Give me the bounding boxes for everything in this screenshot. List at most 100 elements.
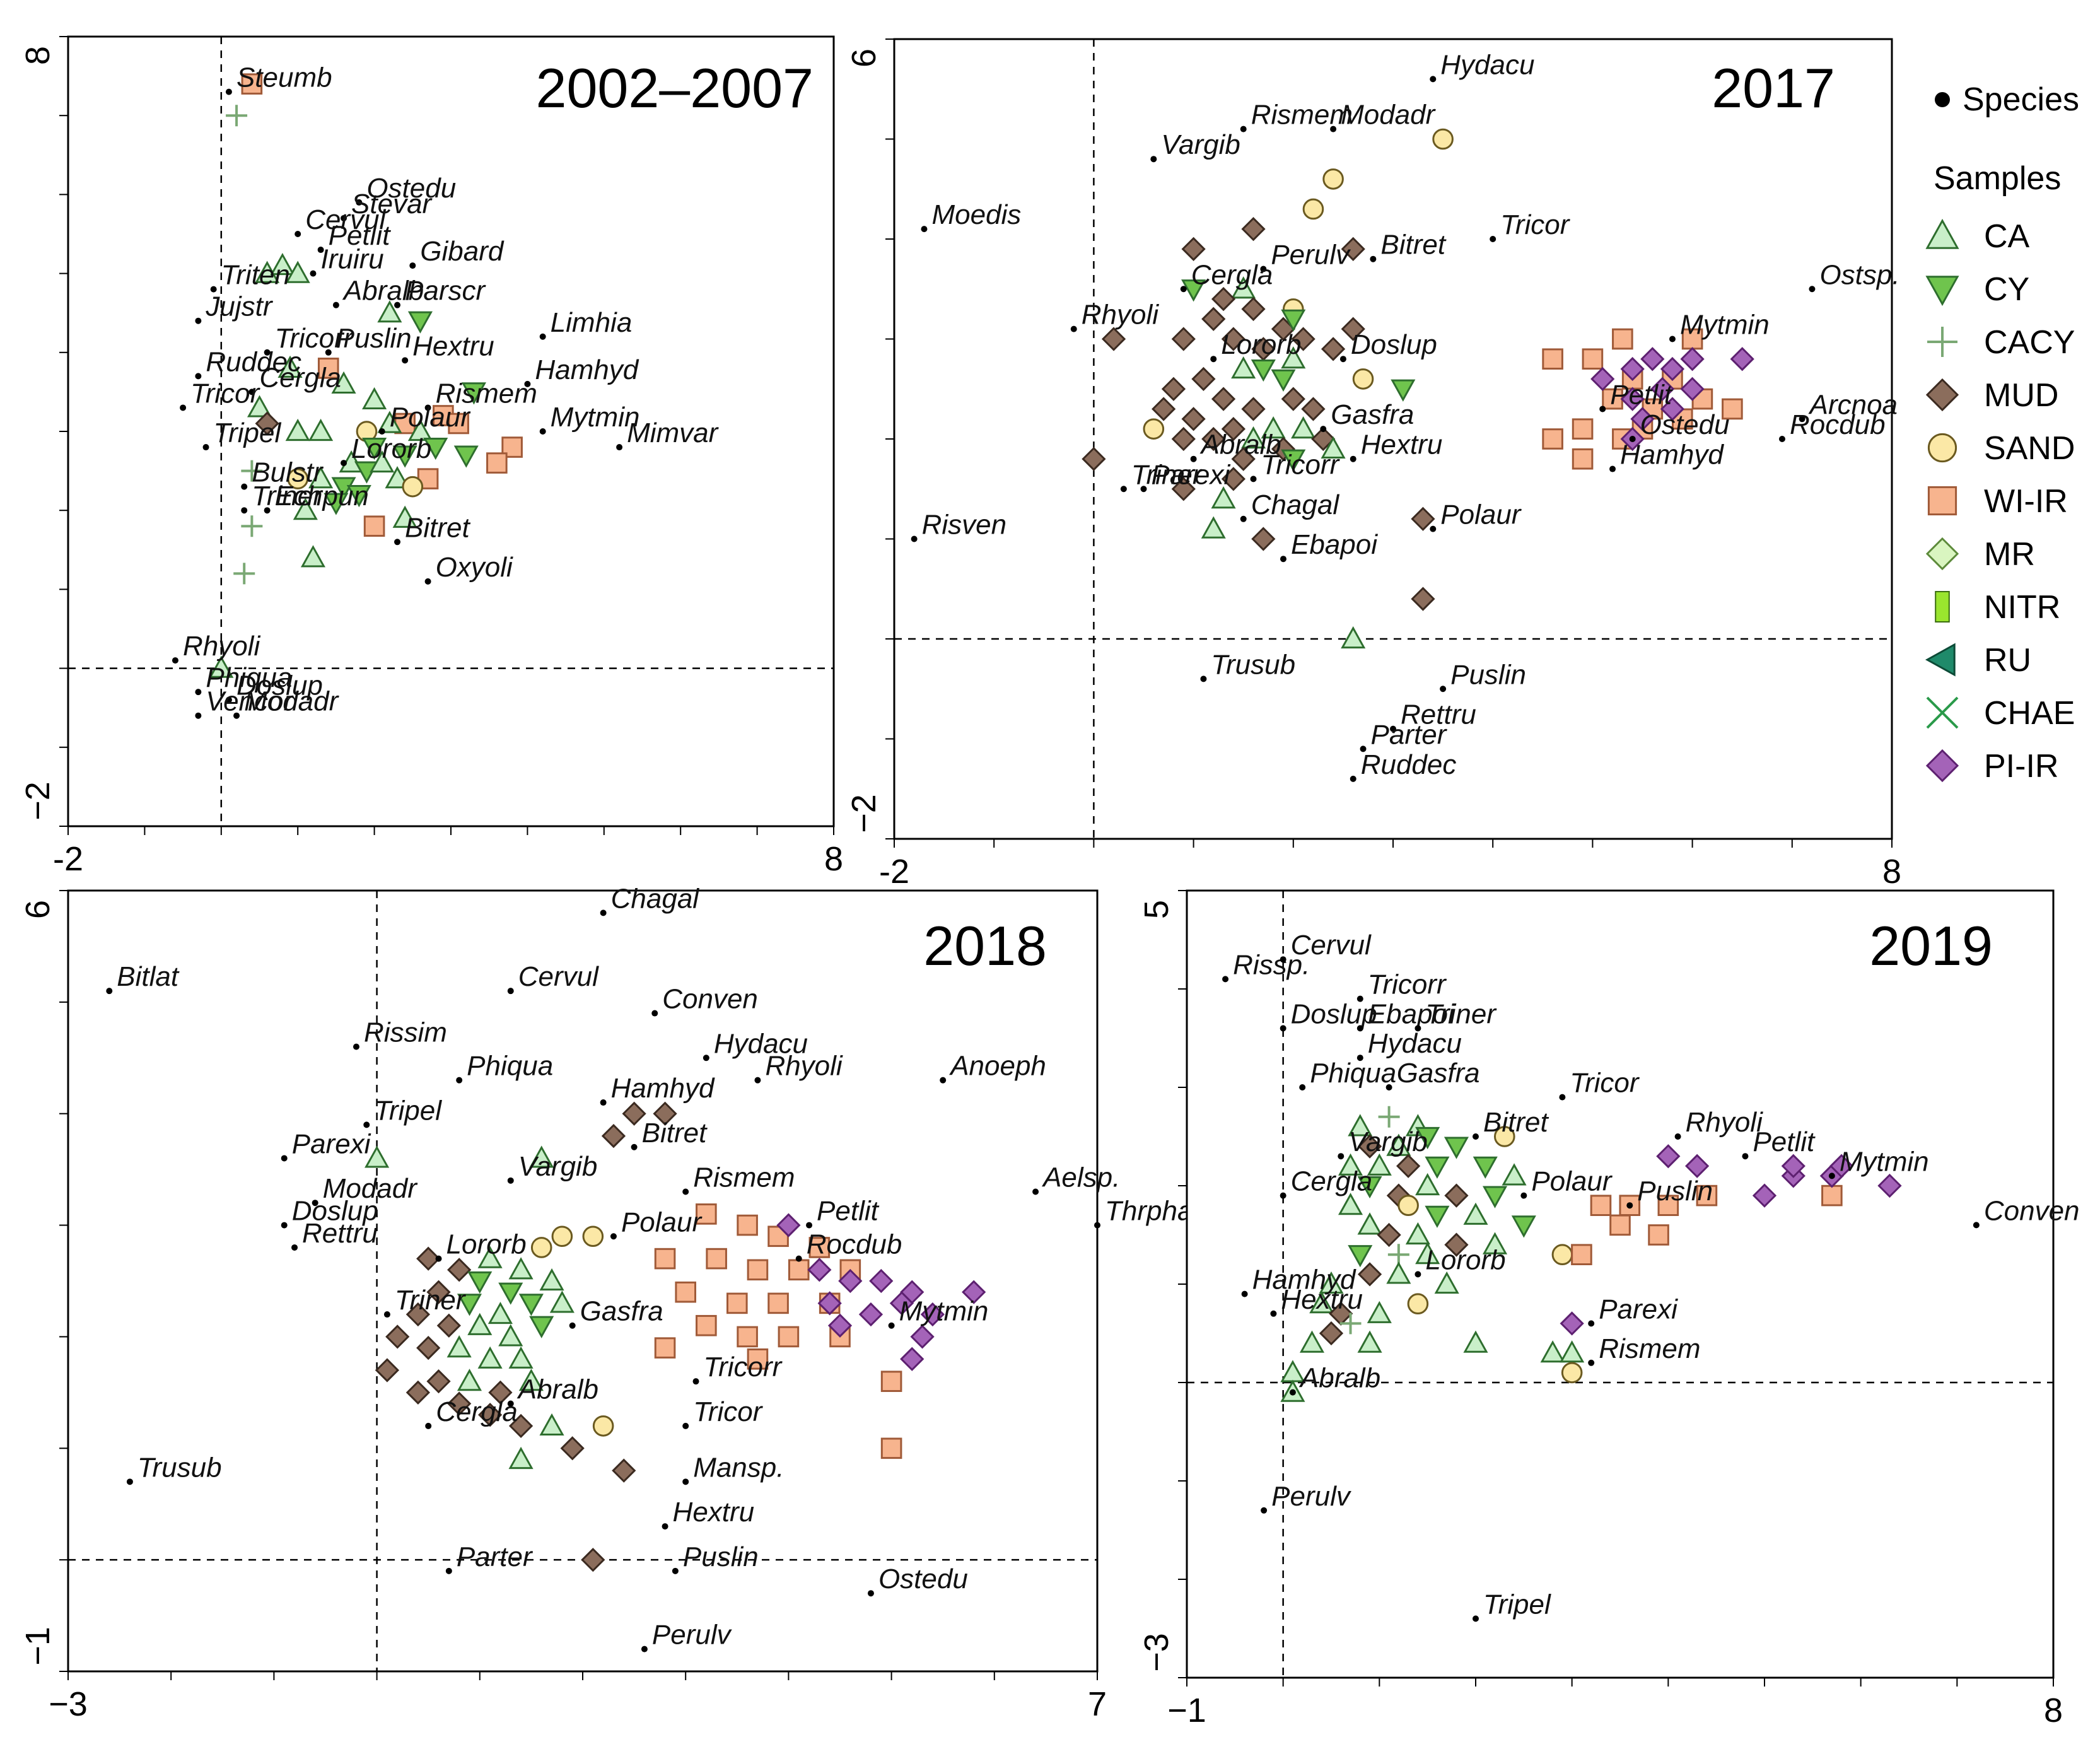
species-label: Hydacu bbox=[714, 1028, 808, 1059]
sample-wi-ir bbox=[486, 452, 508, 474]
y-min-label: −2 bbox=[845, 794, 883, 833]
sample-cy bbox=[1425, 1205, 1450, 1228]
sample-wi-ir bbox=[448, 412, 469, 435]
species-point bbox=[672, 1567, 679, 1574]
sample-wi-ir bbox=[654, 1337, 676, 1359]
sample-mud bbox=[1082, 447, 1106, 471]
sample-mud bbox=[255, 411, 279, 436]
species-label: Rocdub bbox=[1790, 409, 1886, 440]
species-point bbox=[1120, 486, 1127, 493]
species-label: Ruddec bbox=[1361, 749, 1457, 780]
species-point bbox=[1070, 325, 1077, 332]
species-label: Phiqua bbox=[467, 1051, 553, 1082]
species-label: Limhia bbox=[551, 307, 633, 338]
sample-mud bbox=[612, 1458, 636, 1483]
species-label: Lororb bbox=[351, 433, 431, 464]
species-label: Ebapoi bbox=[1291, 529, 1378, 560]
species-point bbox=[172, 657, 178, 664]
species-point bbox=[600, 1099, 607, 1106]
species-label: Moedis bbox=[931, 199, 1021, 230]
species-label: Rismem bbox=[693, 1162, 795, 1193]
species-label: Lororb bbox=[1425, 1244, 1505, 1275]
species-label: Gasfra bbox=[580, 1296, 663, 1327]
sample-mud bbox=[1181, 237, 1206, 261]
species-point bbox=[703, 1055, 709, 1061]
sample-ca bbox=[293, 498, 318, 520]
species-label: Hextru bbox=[673, 1497, 755, 1528]
species-label: Triner bbox=[1131, 459, 1203, 490]
sample-ca bbox=[377, 411, 402, 433]
legend-item-label: WI-IR bbox=[1984, 483, 2068, 520]
sample-wi-ir bbox=[726, 1292, 748, 1314]
sample-cacy bbox=[1378, 1106, 1400, 1128]
legend-marker-nitr bbox=[1935, 591, 1950, 623]
sample-ca bbox=[365, 1145, 390, 1168]
species-point bbox=[424, 404, 431, 411]
sample-wi-ir bbox=[1542, 348, 1563, 370]
species-point bbox=[341, 214, 347, 221]
species-point bbox=[1415, 1271, 1421, 1278]
species-label: Mansp. bbox=[693, 1452, 784, 1483]
species-point bbox=[1599, 406, 1606, 412]
sample-mud bbox=[1396, 1154, 1421, 1178]
sample-cacy bbox=[241, 460, 263, 482]
sample-sand bbox=[1143, 418, 1165, 440]
species-point bbox=[356, 199, 363, 206]
species-point bbox=[1299, 1084, 1306, 1090]
species-point bbox=[325, 349, 332, 356]
panel-2018: −3 7 6 −1 2018 Chagal Bitlat Cervul Conven Rissim… bbox=[19, 883, 1193, 1723]
species-point bbox=[341, 460, 347, 467]
sample-ca bbox=[308, 418, 334, 441]
sample-cy bbox=[1357, 1176, 1382, 1199]
sample-ca bbox=[1281, 346, 1306, 369]
sample-mud bbox=[426, 1280, 451, 1304]
sample-pi-ir bbox=[1660, 356, 1685, 382]
sample-pi-ir bbox=[1730, 347, 1754, 371]
sample-mud bbox=[1444, 1183, 1469, 1208]
species-point bbox=[225, 696, 232, 703]
y-max-label: 6 bbox=[19, 900, 57, 919]
species-point bbox=[233, 712, 240, 719]
sample-mud bbox=[1281, 387, 1305, 411]
species-label: Mytmin bbox=[899, 1296, 989, 1327]
species-point bbox=[1240, 126, 1247, 132]
species-label: Triner bbox=[252, 481, 324, 512]
sample-ca bbox=[1357, 1330, 1382, 1353]
species-label: Lororb bbox=[446, 1229, 527, 1260]
sample-mud bbox=[1221, 467, 1246, 491]
species-point bbox=[1626, 1202, 1633, 1209]
species-point bbox=[1210, 356, 1217, 363]
species-label: Mytmin bbox=[1680, 310, 1770, 341]
legend-marker-cacy bbox=[1927, 327, 1957, 357]
sample-ca bbox=[508, 1257, 534, 1280]
species-point bbox=[456, 1077, 463, 1084]
species-label: Jujstr bbox=[205, 291, 273, 322]
sample-mud bbox=[1171, 426, 1196, 452]
species-label: Triten bbox=[221, 260, 290, 291]
species-label: Bulstr bbox=[252, 457, 324, 488]
x-max-label: 7 bbox=[1088, 1685, 1107, 1723]
species-label: Tricorr bbox=[704, 1352, 783, 1383]
species-label: Anoeph bbox=[948, 1051, 1046, 1082]
sample-pi-ir bbox=[962, 1280, 986, 1304]
species-point bbox=[610, 1233, 617, 1240]
sample-wi-ir bbox=[1609, 1214, 1631, 1236]
species-point bbox=[402, 357, 409, 364]
species-label: Gasfra bbox=[1397, 1058, 1480, 1089]
sample-pi-ir bbox=[1685, 1154, 1710, 1178]
sample-ca bbox=[331, 371, 356, 394]
sample-mud bbox=[581, 1548, 605, 1572]
species-label: Bitret bbox=[1483, 1107, 1549, 1138]
species-point bbox=[1280, 1025, 1286, 1032]
sample-sand bbox=[592, 1415, 614, 1437]
species-point bbox=[126, 1478, 133, 1485]
sample-cy bbox=[362, 437, 387, 460]
species-point bbox=[1828, 1172, 1835, 1179]
species-label: Modadr bbox=[1341, 100, 1437, 131]
plot-frame bbox=[67, 889, 1099, 1673]
species-point bbox=[195, 373, 202, 380]
species-label: Oxyoli bbox=[436, 552, 513, 583]
species-point bbox=[195, 712, 202, 719]
species-label: Vargib bbox=[518, 1151, 598, 1182]
legend-marker-mud bbox=[1925, 378, 1959, 412]
